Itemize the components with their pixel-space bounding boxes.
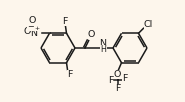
- Text: F: F: [115, 84, 120, 93]
- Text: F: F: [67, 70, 72, 79]
- Text: F: F: [62, 17, 67, 26]
- Text: O: O: [29, 16, 36, 25]
- Text: F: F: [108, 76, 113, 85]
- Text: −: −: [27, 22, 34, 31]
- Text: Cl: Cl: [144, 20, 153, 29]
- Text: O: O: [24, 27, 31, 36]
- Text: +: +: [34, 26, 40, 31]
- Text: F: F: [122, 74, 127, 83]
- Text: O: O: [114, 70, 121, 79]
- Text: N: N: [100, 39, 107, 48]
- Text: N: N: [30, 29, 37, 38]
- Text: O: O: [87, 30, 95, 39]
- Text: H: H: [100, 44, 106, 54]
